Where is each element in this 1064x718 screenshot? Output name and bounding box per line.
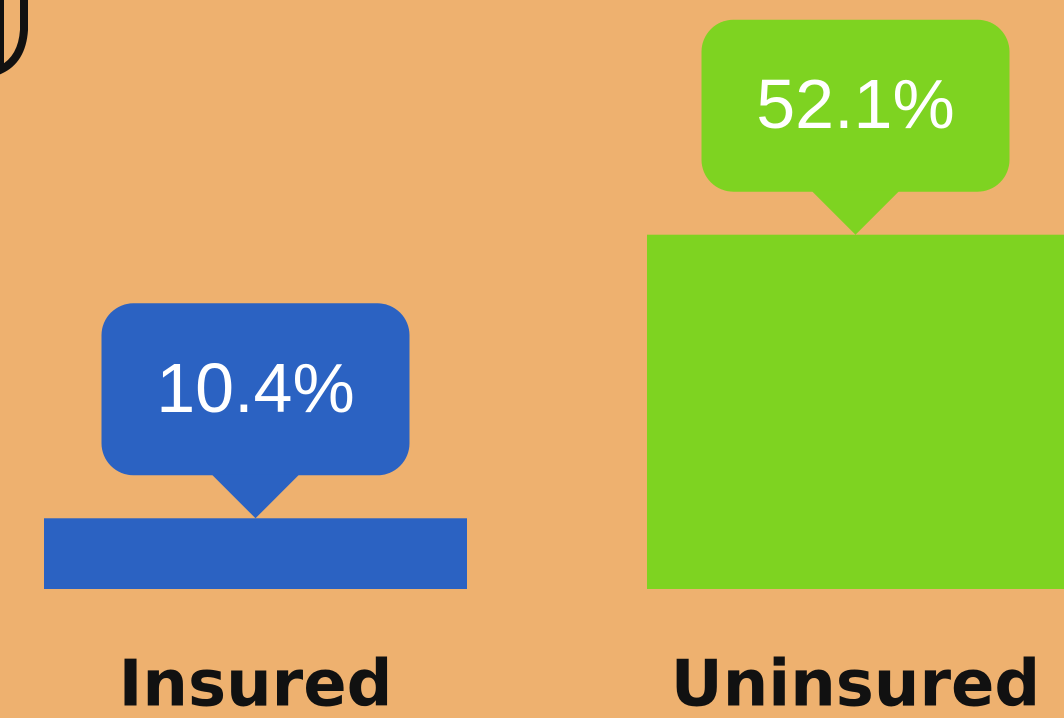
label-bubble [701,19,1010,192]
bubble-pointer [211,474,300,519]
bar [647,234,1064,589]
value-label: 10.4% [156,349,354,427]
value-label: 52.1% [756,65,954,143]
category-label: Insured [119,648,393,718]
label-bubble [101,303,410,476]
category-label: Uninsured [671,648,1040,718]
bar [44,518,467,589]
bubble-pointer [811,190,900,235]
cropped-glyph [0,0,28,75]
